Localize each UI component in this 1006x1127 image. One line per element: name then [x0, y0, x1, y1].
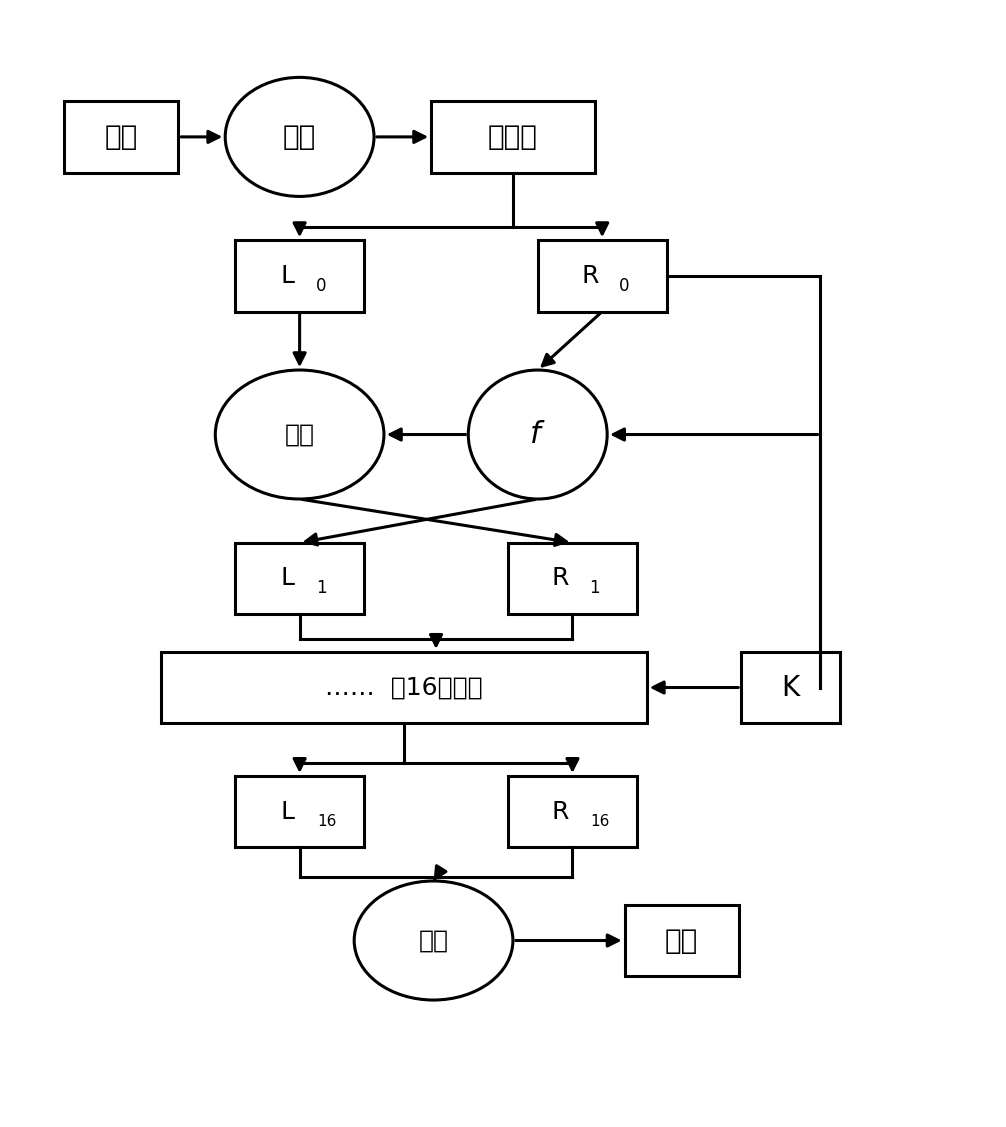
Bar — [235, 240, 364, 311]
Text: 明文: 明文 — [105, 123, 138, 151]
Bar — [538, 240, 667, 311]
Ellipse shape — [225, 78, 374, 196]
Bar — [508, 775, 637, 848]
Text: 1: 1 — [316, 579, 327, 597]
Bar — [432, 101, 595, 172]
Text: ……  共16轮运算: …… 共16轮运算 — [325, 675, 483, 700]
Text: L: L — [281, 799, 295, 824]
Bar — [235, 775, 364, 848]
Text: 16: 16 — [318, 814, 337, 829]
Text: $f$: $f$ — [529, 420, 546, 449]
Text: 分块: 分块 — [283, 123, 316, 151]
Bar — [508, 543, 637, 614]
Bar — [625, 905, 738, 976]
Text: 密文: 密文 — [665, 926, 698, 955]
Text: 1: 1 — [589, 579, 600, 597]
Bar — [161, 651, 647, 724]
Text: 异或: 异或 — [285, 423, 315, 446]
Text: 0: 0 — [316, 277, 327, 294]
Text: L: L — [281, 567, 295, 591]
Bar — [235, 543, 364, 614]
Text: R: R — [552, 799, 569, 824]
Text: 0: 0 — [619, 277, 630, 294]
Text: 16: 16 — [591, 814, 610, 829]
Ellipse shape — [468, 370, 608, 499]
Ellipse shape — [354, 881, 513, 1000]
Text: 数据块: 数据块 — [488, 123, 538, 151]
Text: K: K — [782, 674, 800, 701]
Bar — [64, 101, 178, 172]
Text: 重组: 重组 — [418, 929, 449, 952]
Ellipse shape — [215, 370, 384, 499]
Text: R: R — [581, 264, 599, 287]
Text: L: L — [281, 264, 295, 287]
Text: R: R — [552, 567, 569, 591]
Bar — [741, 651, 840, 724]
